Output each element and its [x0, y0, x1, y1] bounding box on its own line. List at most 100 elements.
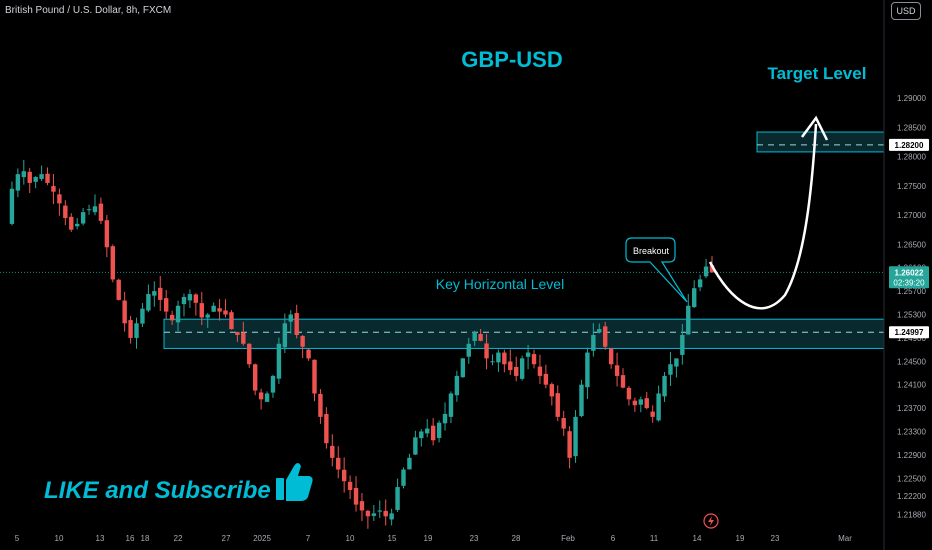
candle-body: [703, 266, 709, 277]
candle-body: [324, 414, 329, 444]
candle-body: [365, 510, 371, 517]
breakout-callout: Breakout: [625, 237, 688, 303]
thumbs-up-icon: [276, 463, 313, 501]
candle-body: [674, 358, 679, 367]
candle-body: [383, 510, 388, 517]
candle-body: [632, 400, 638, 406]
price-tick: 1.28000: [897, 153, 926, 162]
candle-body: [21, 171, 26, 178]
candle-body: [425, 428, 430, 434]
candle-body: [116, 279, 121, 300]
candle-body: [608, 348, 614, 365]
price-tick: 1.27000: [897, 211, 926, 220]
candle-body: [92, 206, 98, 213]
candle-body: [549, 384, 555, 397]
candle-body: [330, 445, 335, 458]
candle-body: [69, 216, 74, 230]
price-tick: 1.29000: [897, 94, 926, 103]
countdown-label: 02:39:20: [893, 278, 925, 287]
time-tick: 23: [470, 534, 479, 543]
candle-body: [478, 334, 483, 341]
candle-body: [573, 416, 578, 457]
annotations: GBP-USD Target Level Key Horizontal Leve…: [44, 47, 866, 504]
candle-body: [33, 177, 38, 182]
price-tick: 1.24900: [897, 334, 926, 343]
candle-body: [45, 173, 50, 183]
candle-body: [158, 287, 163, 300]
time-axis[interactable]: 5 10 13 16 18 22 27 2025 7 10 15 19 23 28 Feb 6 11 14 19 23…: [15, 534, 852, 543]
candle-body: [169, 314, 175, 321]
candle-body: [270, 375, 276, 393]
candle-body: [134, 323, 139, 338]
projection-arrow: [708, 123, 818, 310]
candle-body: [74, 223, 80, 227]
candle-body: [448, 393, 454, 417]
candle-body: [294, 312, 299, 335]
candle-body: [80, 212, 86, 224]
candle-body: [525, 352, 531, 357]
price-axis[interactable]: 1.29000 1.28500 1.28000 1.27500 1.27000 1.265…: [883, 0, 926, 550]
candle-body: [496, 352, 501, 363]
key-level-zone: [163, 318, 885, 349]
candle-body: [686, 305, 691, 335]
main-title: GBP-USD: [461, 47, 562, 72]
candle-body: [122, 300, 127, 324]
candle-body: [128, 320, 133, 338]
candle-body: [585, 352, 590, 388]
time-tick: 6: [611, 534, 616, 543]
price-tick: 1.26500: [897, 240, 926, 249]
candle-body: [561, 418, 566, 429]
time-tick: 5: [15, 534, 20, 543]
candle-body: [644, 398, 649, 409]
candle-body: [347, 481, 353, 490]
candle-body: [377, 510, 382, 512]
candle-body: [163, 298, 169, 312]
candle-body: [472, 332, 477, 341]
candle-body: [336, 457, 341, 470]
candle-body: [217, 308, 222, 312]
candle-body: [98, 203, 104, 221]
candle-body: [9, 188, 15, 224]
time-tick: 22: [174, 534, 183, 543]
price-tick: 1.22500: [897, 474, 926, 483]
candle-body: [181, 296, 187, 305]
candle-body: [603, 326, 608, 347]
candle-body: [502, 352, 507, 365]
price-tick: 1.27500: [897, 182, 926, 191]
candle-body: [436, 422, 442, 438]
candle-body: [401, 469, 406, 486]
candle-body: [288, 314, 293, 322]
currency-button[interactable]: USD: [891, 2, 921, 20]
time-tick: 15: [388, 534, 397, 543]
time-tick: 28: [512, 534, 521, 543]
candle-body: [407, 457, 412, 470]
lightning-icon[interactable]: [703, 513, 719, 529]
key-level-label: Key Horizontal Level: [436, 276, 564, 292]
current-price-label: 1.26022: [895, 268, 924, 277]
candle-body: [140, 308, 145, 324]
candle-body: [460, 358, 466, 378]
candle-body: [656, 393, 661, 421]
projection-arrowhead: [800, 115, 829, 141]
price-tick: 1.23300: [897, 427, 926, 436]
price-tick: 1.23700: [897, 404, 926, 413]
current-price-label-tag: [889, 266, 929, 289]
candle-body: [371, 513, 377, 516]
time-tick: 23: [771, 534, 780, 543]
price-tick: 1.25300: [897, 311, 926, 320]
candle-body: [514, 366, 519, 376]
candle-body: [359, 501, 365, 511]
candle-body: [353, 487, 359, 505]
candle-body: [247, 343, 252, 365]
candle-body: [300, 335, 305, 347]
candle-body: [668, 364, 673, 375]
candle-body: [626, 387, 632, 400]
candle-body: [591, 334, 596, 351]
candle-body: [709, 265, 715, 273]
breakout-label: Breakout: [633, 246, 670, 256]
time-tick: Feb: [561, 534, 575, 543]
time-tick: 19: [736, 534, 745, 543]
candle-body: [276, 343, 282, 379]
